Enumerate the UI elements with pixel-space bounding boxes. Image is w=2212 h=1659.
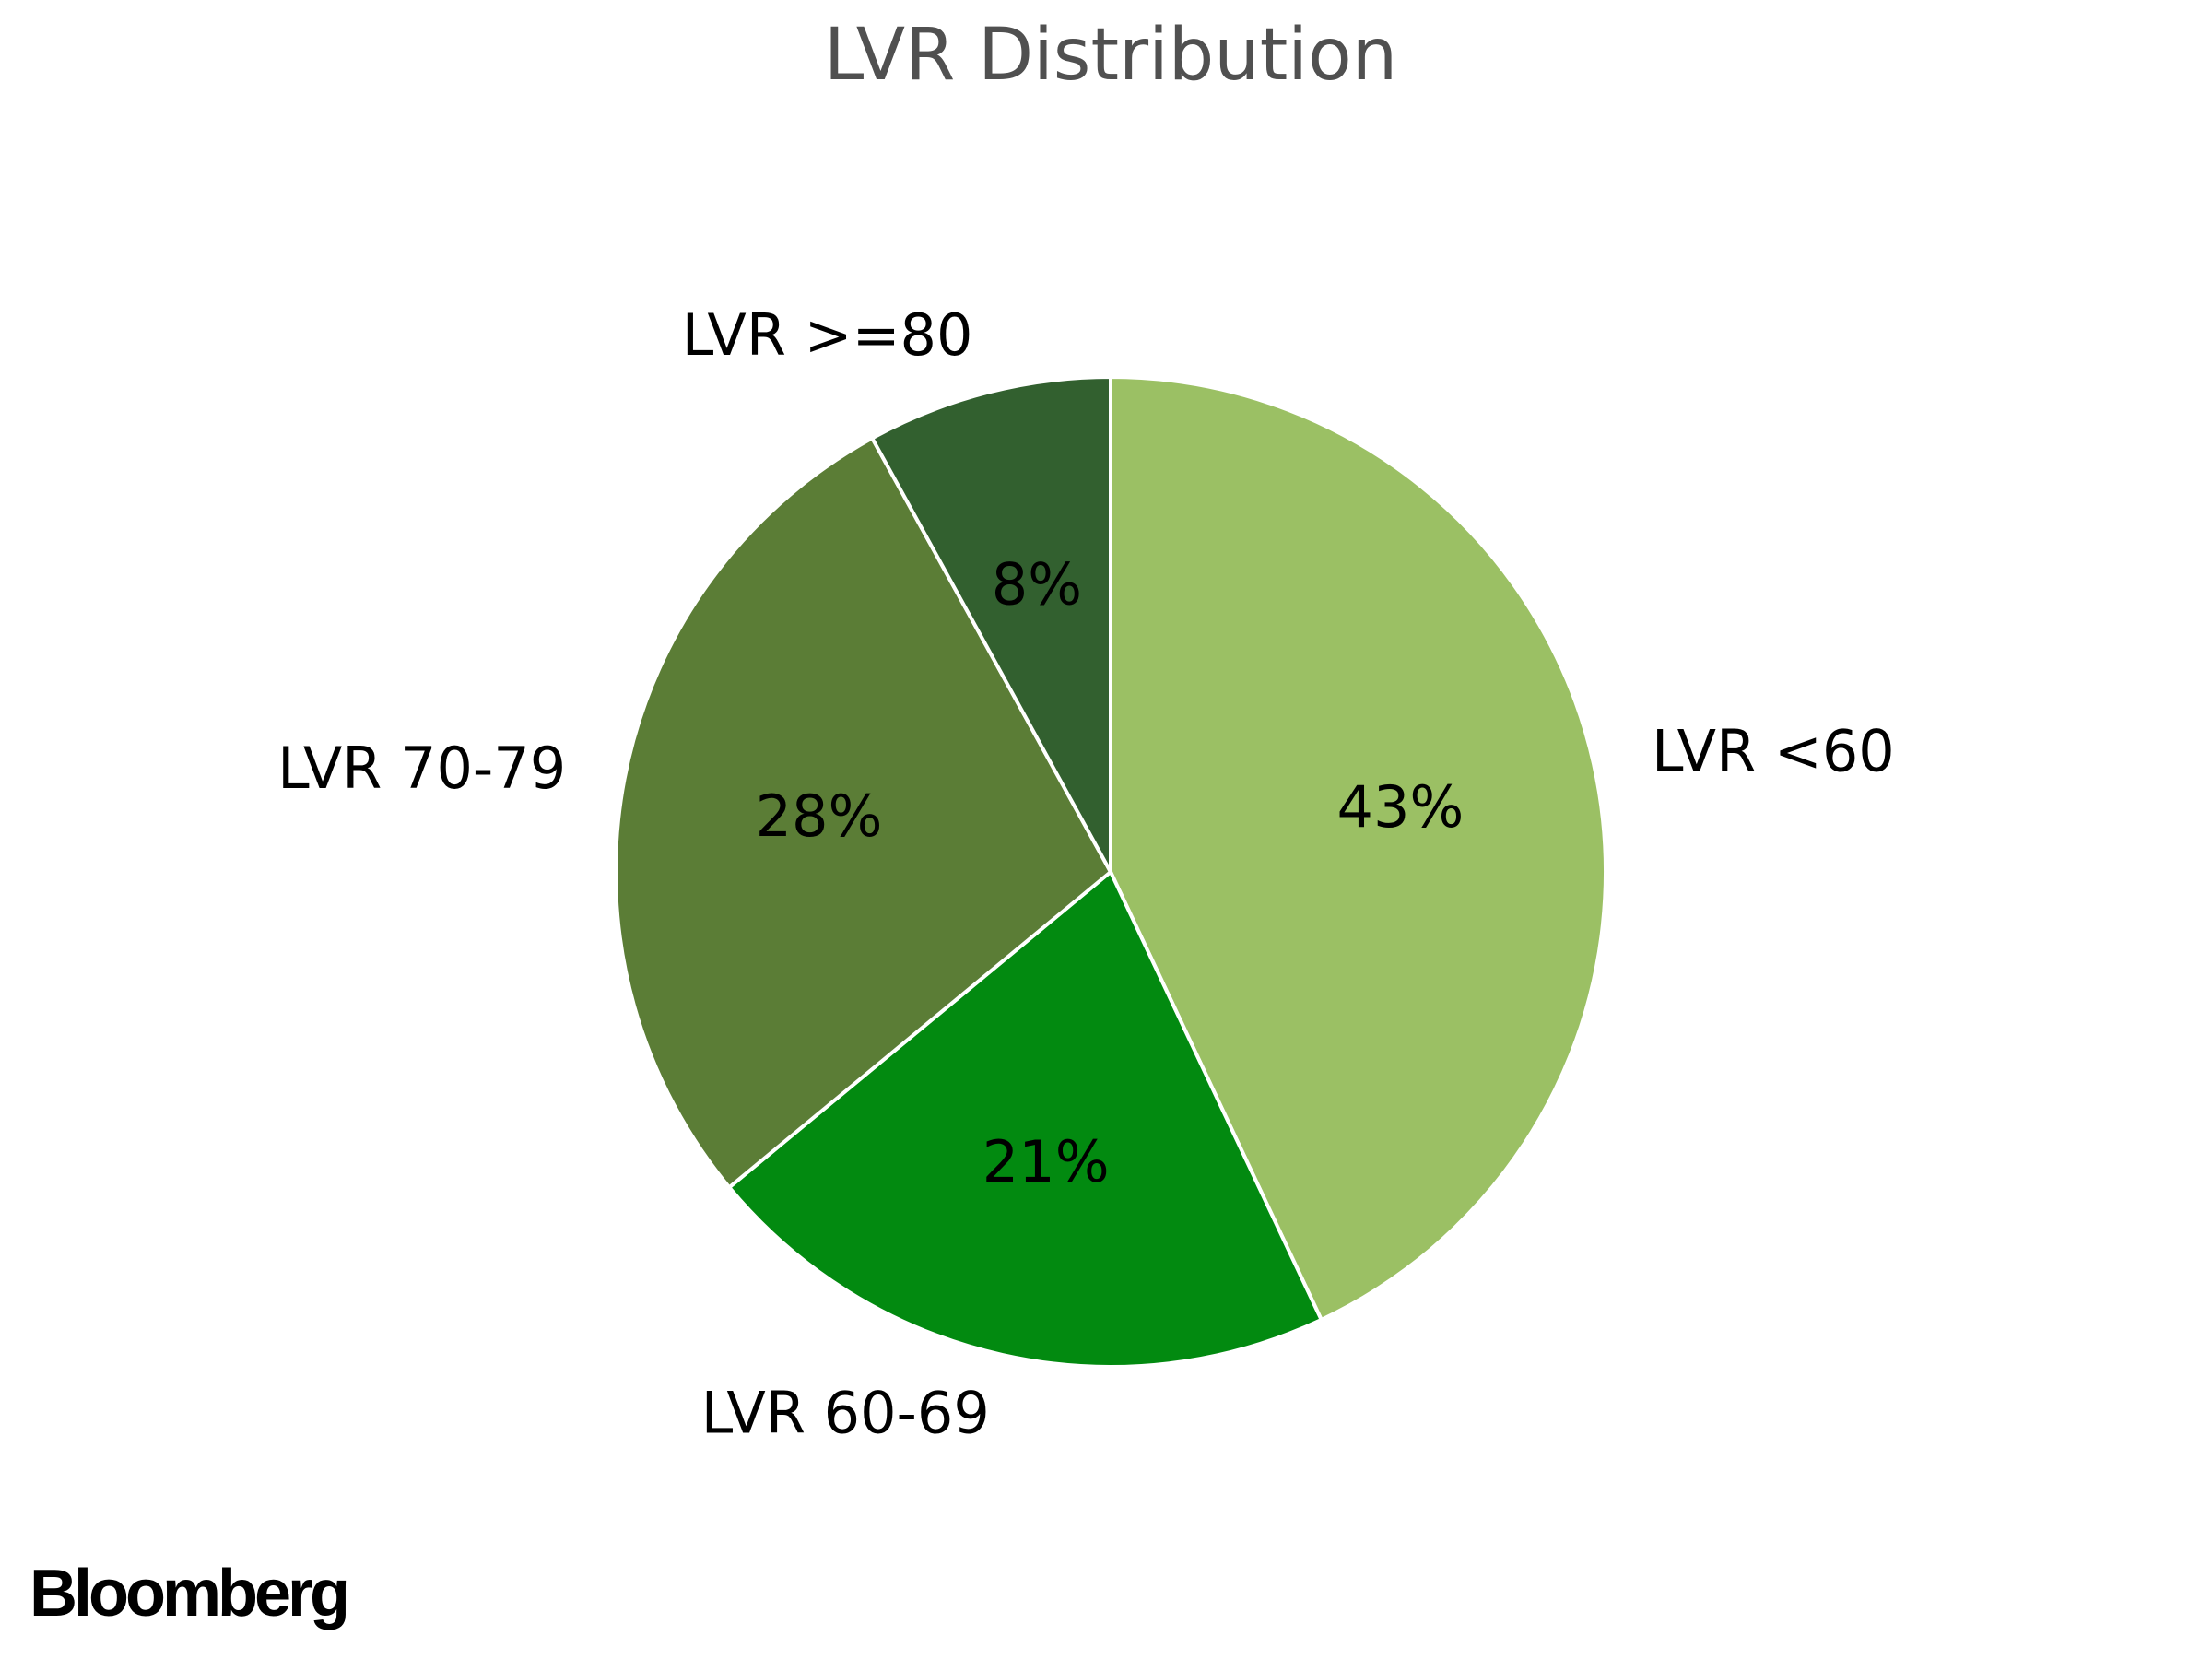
category-label-lvr-70-79: LVR 70-79 <box>277 735 566 802</box>
category-labels: LVR <60 LVR 60-69 LVR 70-79 LVR >=80 <box>277 301 1895 1446</box>
percent-label-lvr-70-79: 28% <box>756 782 883 850</box>
percent-label-lvr-80: 8% <box>992 550 1082 618</box>
pie-slices <box>614 375 1607 1369</box>
pie-slice-lvr-60 <box>1109 375 1607 1322</box>
chart-title: LVR Distribution <box>824 14 1397 97</box>
category-label-lvr-60: LVR <60 <box>1652 717 1895 784</box>
category-label-lvr-80: LVR >=80 <box>682 301 973 369</box>
pie-slice-lvr-70-79 <box>614 436 1112 1190</box>
percent-label-lvr-60: 43% <box>1337 773 1465 841</box>
percent-label-lvr-60-69: 21% <box>982 1128 1110 1195</box>
pie-slice-lvr-60-69 <box>727 870 1324 1369</box>
percent-labels: 43% 21% 28% 8% <box>756 550 1465 1195</box>
category-label-lvr-60-69: LVR 60-69 <box>701 1379 990 1446</box>
pie-slice-lvr-80 <box>870 375 1112 874</box>
bloomberg-logo: Bloomberg <box>29 1557 350 1630</box>
